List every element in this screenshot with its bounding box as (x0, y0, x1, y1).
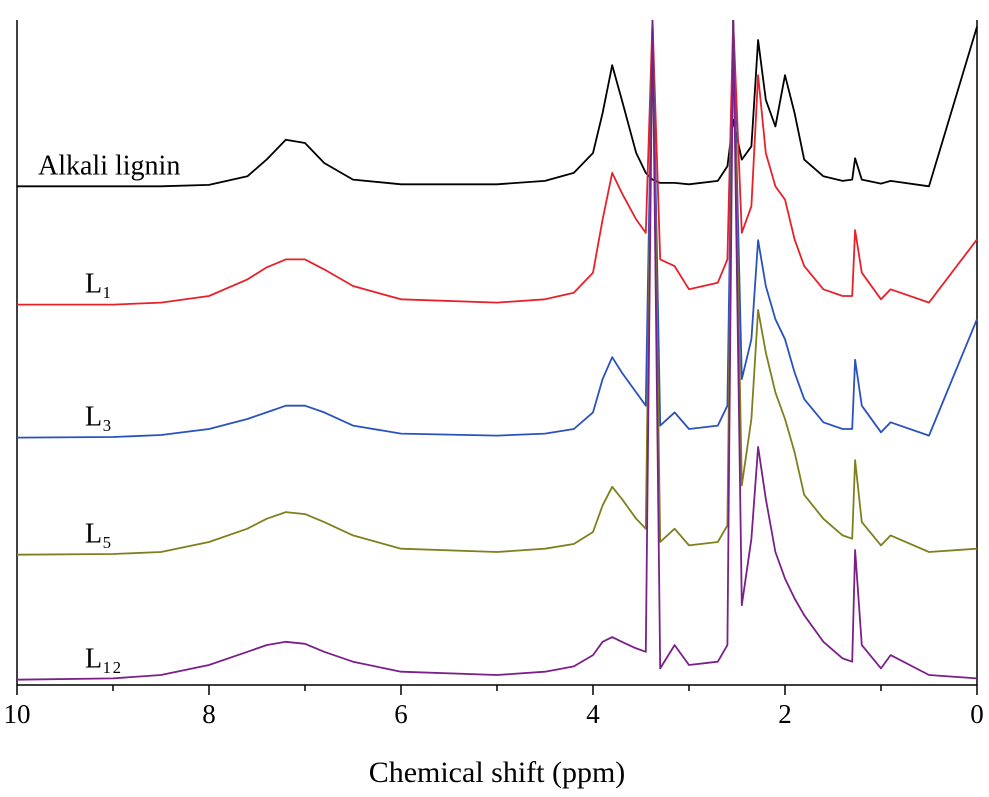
series-label: L₃ (85, 402, 112, 433)
series-label: L₁₂ (85, 644, 122, 675)
series-group (17, 26, 978, 188)
x-axis-label: Chemical shift (ppm) (369, 756, 626, 789)
x-tick-label: 6 (394, 699, 408, 729)
spectrum-line (17, 20, 978, 306)
series-group (17, 20, 978, 681)
series-label: L₅ (85, 519, 112, 550)
x-tick-label: 10 (4, 699, 31, 729)
series-group (17, 20, 978, 556)
series-label: L₁ (85, 269, 112, 300)
x-tick-label: 2 (778, 699, 792, 729)
spectrum-line (17, 20, 978, 556)
x-tick-label: 0 (970, 699, 984, 729)
spectrum-line (17, 26, 978, 188)
series-group (17, 20, 978, 439)
spectrum-line (17, 20, 978, 681)
series-group (17, 20, 978, 306)
x-tick-label: 4 (586, 699, 600, 729)
series-label: Alkali lignin (38, 150, 180, 181)
x-tick-label: 8 (202, 699, 216, 729)
spectrum-line (17, 20, 978, 439)
